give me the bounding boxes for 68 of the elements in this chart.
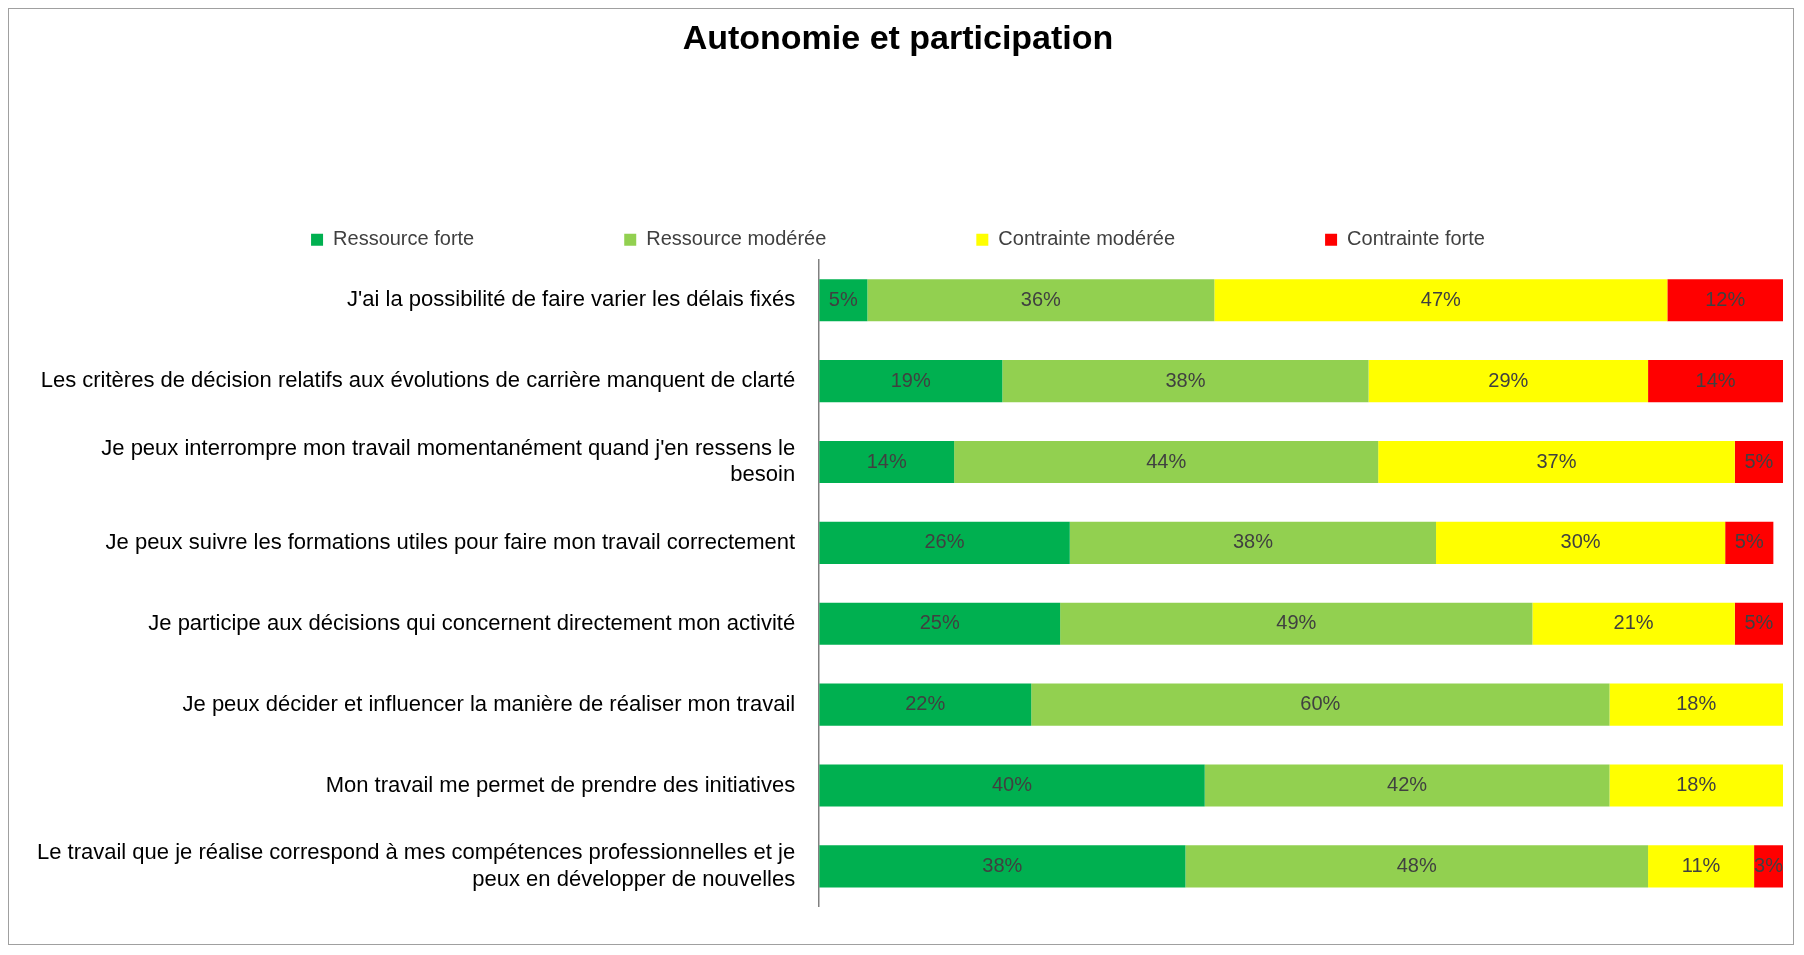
bar [1648, 360, 1783, 403]
bar [1185, 845, 1649, 888]
data-label: 44% [1146, 449, 1187, 472]
data-label: 22% [905, 692, 946, 715]
y-tick-label: Le travail que je réalise correspond à mes compétences professionnelles et je peux en développer de nouvelles [36, 839, 796, 891]
y-tick-label: Les critères de décision relatifs aux évolutions de carrière manquent de clarté [40, 367, 796, 393]
bar [1069, 521, 1437, 564]
data-label: 38% [982, 853, 1023, 876]
legend-label: Contrainte modérée [998, 227, 1176, 250]
y-tick-label: Je peux suivre les formations utiles pour faire mon travail correctement [105, 528, 796, 554]
data-label: 42% [1387, 773, 1428, 795]
legend-label: Contrainte forte [1347, 227, 1485, 250]
data-label: 36% [1020, 287, 1062, 310]
data-label: 60% [1300, 692, 1341, 715]
data-label: 18% [1676, 773, 1717, 795]
y-tick-label: Je peux décider et influencer la manière de réaliser mon travail [182, 690, 796, 716]
bar [1060, 602, 1533, 645]
bar [954, 440, 1379, 484]
bar [1609, 764, 1783, 807]
bar [819, 440, 955, 484]
y-tick-label: Je peux interrompre mon travail momentanément quand j'en ressens le besoin [101, 434, 796, 487]
bar [819, 764, 1205, 807]
data-label: 5% [828, 287, 858, 310]
data-label: 26% [924, 530, 965, 553]
bar [819, 683, 1032, 726]
chart-title: Autonomie et participation [682, 17, 1114, 56]
data-label: 5% [1744, 611, 1774, 634]
data-label: 5% [1734, 530, 1764, 553]
data-label: 38% [1165, 368, 1206, 391]
y-tick-label: Je participe aux décisions qui concernent directement mon activité [148, 609, 796, 635]
bar [1031, 683, 1610, 726]
bar [1368, 360, 1649, 403]
bar [1436, 521, 1726, 564]
bar [819, 845, 1186, 888]
legend-label: Ressource modérée [646, 227, 827, 250]
bar [1667, 279, 1783, 322]
data-label: 14% [866, 449, 907, 472]
data-label: 19% [890, 368, 931, 391]
data-label: 25% [919, 611, 960, 634]
data-label: 48% [1396, 853, 1437, 876]
legend-label: Ressource forte [333, 227, 475, 250]
y-tick-label: Mon travail me permet de prendre des initiatives [325, 771, 796, 797]
bar [819, 521, 1070, 564]
bar [1214, 279, 1668, 322]
y-tick-label: J'ai la possibilité de faire varier les délais fixés [347, 286, 796, 312]
data-label: 11% [1681, 853, 1721, 876]
data-label: 21% [1613, 611, 1654, 634]
bar [1609, 683, 1783, 726]
data-label: 29% [1488, 368, 1529, 391]
data-label: 37% [1536, 449, 1577, 472]
data-label: 30% [1560, 530, 1601, 553]
bar [819, 602, 1061, 645]
data-label: 5% [1744, 449, 1774, 472]
bar [1648, 845, 1755, 888]
data-label: 3% [1754, 853, 1784, 876]
bar [1002, 360, 1369, 403]
data-label: 14% [1695, 368, 1736, 391]
bar [819, 360, 1003, 403]
bar [1532, 602, 1735, 645]
data-label: 49% [1276, 611, 1317, 634]
bar [867, 279, 1215, 322]
data-label: 18% [1676, 692, 1717, 715]
data-label: 12% [1705, 287, 1746, 310]
bar [1378, 440, 1735, 484]
data-label: 40% [991, 773, 1033, 795]
data-label: 47% [1420, 287, 1462, 310]
data-label: 38% [1232, 530, 1274, 553]
bar [1204, 764, 1610, 807]
